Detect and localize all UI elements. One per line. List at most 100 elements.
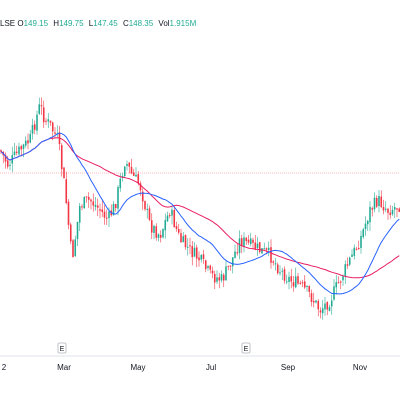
ohlc-legend: LSE O149.15 H149.75 L147.45 C148.35 Vol1… — [0, 19, 196, 28]
candle-body — [355, 248, 358, 250]
candle-body — [155, 226, 158, 238]
candle-body — [49, 120, 52, 123]
x-tick-label: Nov — [353, 363, 367, 372]
candle-body — [202, 254, 205, 260]
candle-body — [36, 114, 38, 131]
candle-body — [191, 246, 194, 258]
candle-body — [243, 237, 245, 247]
candle-body — [339, 281, 342, 283]
candle-body — [76, 221, 79, 240]
ma-fast-line — [0, 132, 400, 295]
candle-body — [65, 179, 68, 204]
candle-body — [78, 206, 81, 223]
candle-body — [105, 217, 108, 219]
low-label: L — [88, 19, 94, 28]
candle-body — [337, 282, 340, 284]
candle-body — [211, 270, 214, 274]
earnings-badge — [57, 342, 67, 354]
candle-body — [209, 265, 212, 270]
candle-body — [256, 243, 259, 249]
candle-body — [396, 208, 398, 210]
candle-body — [186, 246, 189, 248]
candle-body — [360, 235, 362, 248]
candle-body — [112, 204, 115, 216]
candle-body — [40, 105, 43, 107]
candle-body — [247, 239, 250, 243]
candle-body — [344, 264, 347, 276]
x-tick-label: 2 — [2, 363, 7, 372]
candle-body — [263, 248, 266, 250]
candle-body — [114, 204, 117, 209]
candle-body — [240, 238, 243, 247]
candle-body — [319, 310, 322, 313]
low-value: 147.45 — [93, 19, 118, 28]
candle-body — [130, 166, 133, 174]
candle-body — [288, 276, 290, 282]
candle-body — [312, 300, 315, 303]
candle-body — [301, 282, 304, 284]
candle-body — [195, 247, 198, 259]
candle-body — [164, 220, 167, 231]
candle-body — [348, 257, 351, 265]
candle-body — [285, 281, 288, 283]
candle-body — [267, 247, 270, 250]
candle-body — [391, 209, 394, 215]
candle-body — [252, 239, 254, 243]
candle-body — [333, 286, 335, 300]
candle-body — [245, 237, 248, 241]
candle-body — [193, 247, 196, 257]
candle-body — [146, 208, 149, 210]
candle-body — [328, 307, 331, 311]
candle-body — [81, 206, 83, 208]
candle-body — [380, 196, 383, 208]
candle-body — [153, 225, 155, 233]
candle-body — [20, 146, 23, 150]
candle-body — [353, 247, 356, 256]
candle-body — [378, 195, 380, 207]
volume-value: 1.915M — [169, 19, 197, 28]
candle-body — [357, 247, 360, 250]
candle-body — [351, 254, 353, 257]
candle-body — [150, 220, 153, 233]
candle-body — [216, 277, 218, 282]
candle-body — [132, 172, 135, 176]
candle-body — [369, 206, 371, 223]
candle-body — [148, 208, 151, 220]
candle-body — [99, 209, 101, 211]
candle-body — [335, 282, 338, 288]
earnings-marker[interactable]: E — [241, 342, 251, 354]
candle-body — [384, 208, 387, 210]
candle-body — [85, 196, 88, 198]
candle-body — [238, 238, 241, 254]
candle-body — [342, 276, 344, 281]
candle-body — [270, 247, 272, 263]
candle-body — [321, 308, 324, 314]
candle-body — [29, 134, 32, 143]
candle-body — [47, 119, 50, 122]
candle-body — [123, 166, 126, 177]
candle-body — [393, 207, 396, 210]
candle-body — [128, 162, 131, 167]
candle-body — [281, 270, 284, 272]
candle-body — [279, 272, 281, 274]
candle-body — [72, 240, 74, 258]
candle-body — [317, 300, 320, 310]
earnings-marker[interactable]: E — [57, 342, 67, 354]
candle-body — [15, 151, 18, 153]
x-tick-label: Sep — [281, 363, 296, 372]
candle-body — [18, 146, 20, 155]
candle-body — [225, 266, 227, 281]
candle-body — [326, 302, 329, 310]
candle-body — [94, 204, 97, 207]
candle-body — [231, 257, 234, 267]
candle-body — [182, 236, 185, 243]
candle-body — [283, 269, 286, 281]
candle-body — [54, 132, 56, 134]
candle-body — [69, 224, 72, 242]
candle-body — [38, 104, 41, 114]
x-tick-label: Mar — [57, 363, 71, 372]
candle-body — [6, 160, 9, 167]
candle-body — [177, 229, 180, 233]
